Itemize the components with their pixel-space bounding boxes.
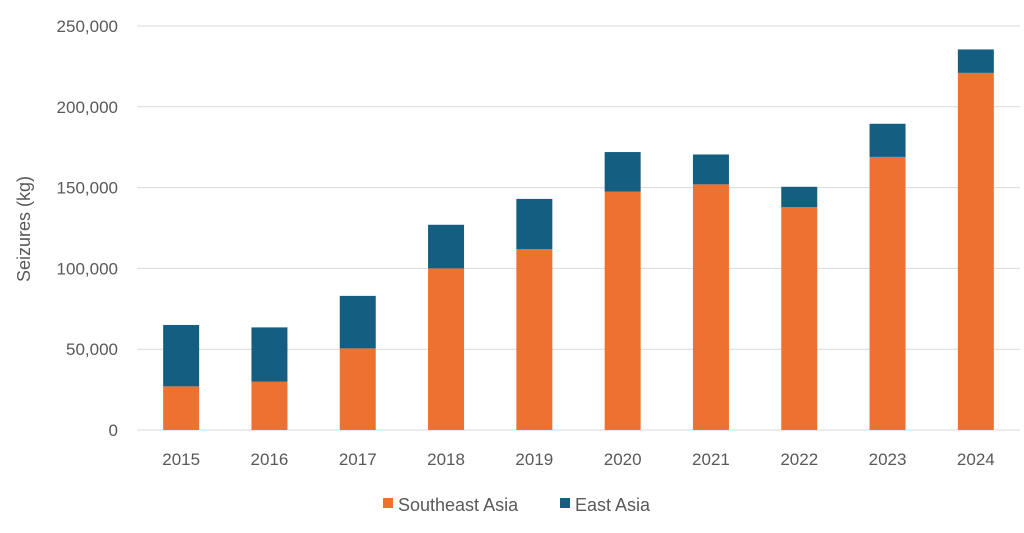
y-tick-label: 150,000 <box>57 179 118 198</box>
legend-label: Southeast Asia <box>398 495 519 515</box>
x-tick-label: 2023 <box>869 450 907 469</box>
x-tick-label: 2022 <box>780 450 818 469</box>
bar-southeast-asia <box>163 386 200 430</box>
bar-east-asia <box>251 327 288 382</box>
bar-east-asia <box>516 198 553 250</box>
bar-east-asia <box>869 123 906 157</box>
legend-swatch <box>383 498 393 508</box>
x-tick-label: 2019 <box>515 450 553 469</box>
y-axis-title: Seizures (kg) <box>14 176 34 282</box>
legend-swatch <box>560 498 570 508</box>
bar-east-asia <box>604 152 641 192</box>
bar-east-asia <box>163 324 200 387</box>
y-tick-label: 200,000 <box>57 98 118 117</box>
x-tick-label: 2015 <box>162 450 200 469</box>
bar-southeast-asia <box>604 191 641 430</box>
bar-southeast-asia <box>251 381 288 430</box>
legend: Southeast Asia East Asia <box>383 495 651 515</box>
bar-east-asia <box>339 295 376 349</box>
x-tick-label: 2024 <box>957 450 995 469</box>
legend-label: East Asia <box>575 495 651 515</box>
bar-southeast-asia <box>781 206 818 430</box>
bars <box>163 49 994 430</box>
x-tick-label: 2020 <box>604 450 642 469</box>
bar-southeast-asia <box>339 348 376 430</box>
x-tick-label: 2018 <box>427 450 465 469</box>
y-tick-label: 50,000 <box>66 340 118 359</box>
x-tick-label: 2017 <box>339 450 377 469</box>
bar-southeast-asia <box>428 268 465 430</box>
bar-southeast-asia <box>869 156 906 430</box>
bar-east-asia <box>692 154 729 185</box>
bar-southeast-asia <box>516 249 553 430</box>
x-axis-ticks: 2015 2016 2017 2018 2019 2020 2021 2022 2023 2024 <box>162 450 995 469</box>
x-tick-label: 2021 <box>692 450 730 469</box>
bar-east-asia <box>781 186 818 207</box>
y-tick-label: 0 <box>109 421 118 440</box>
y-tick-label: 250,000 <box>57 17 118 36</box>
y-tick-label: 100,000 <box>57 259 118 278</box>
bar-southeast-asia <box>957 72 994 430</box>
x-tick-label: 2016 <box>251 450 289 469</box>
bar-east-asia <box>957 49 994 73</box>
bar-east-asia <box>428 224 465 269</box>
bar-southeast-asia <box>692 184 729 430</box>
y-axis-ticks: 0 50,000 100,000 150,000 200,000 250,000 <box>57 17 118 440</box>
